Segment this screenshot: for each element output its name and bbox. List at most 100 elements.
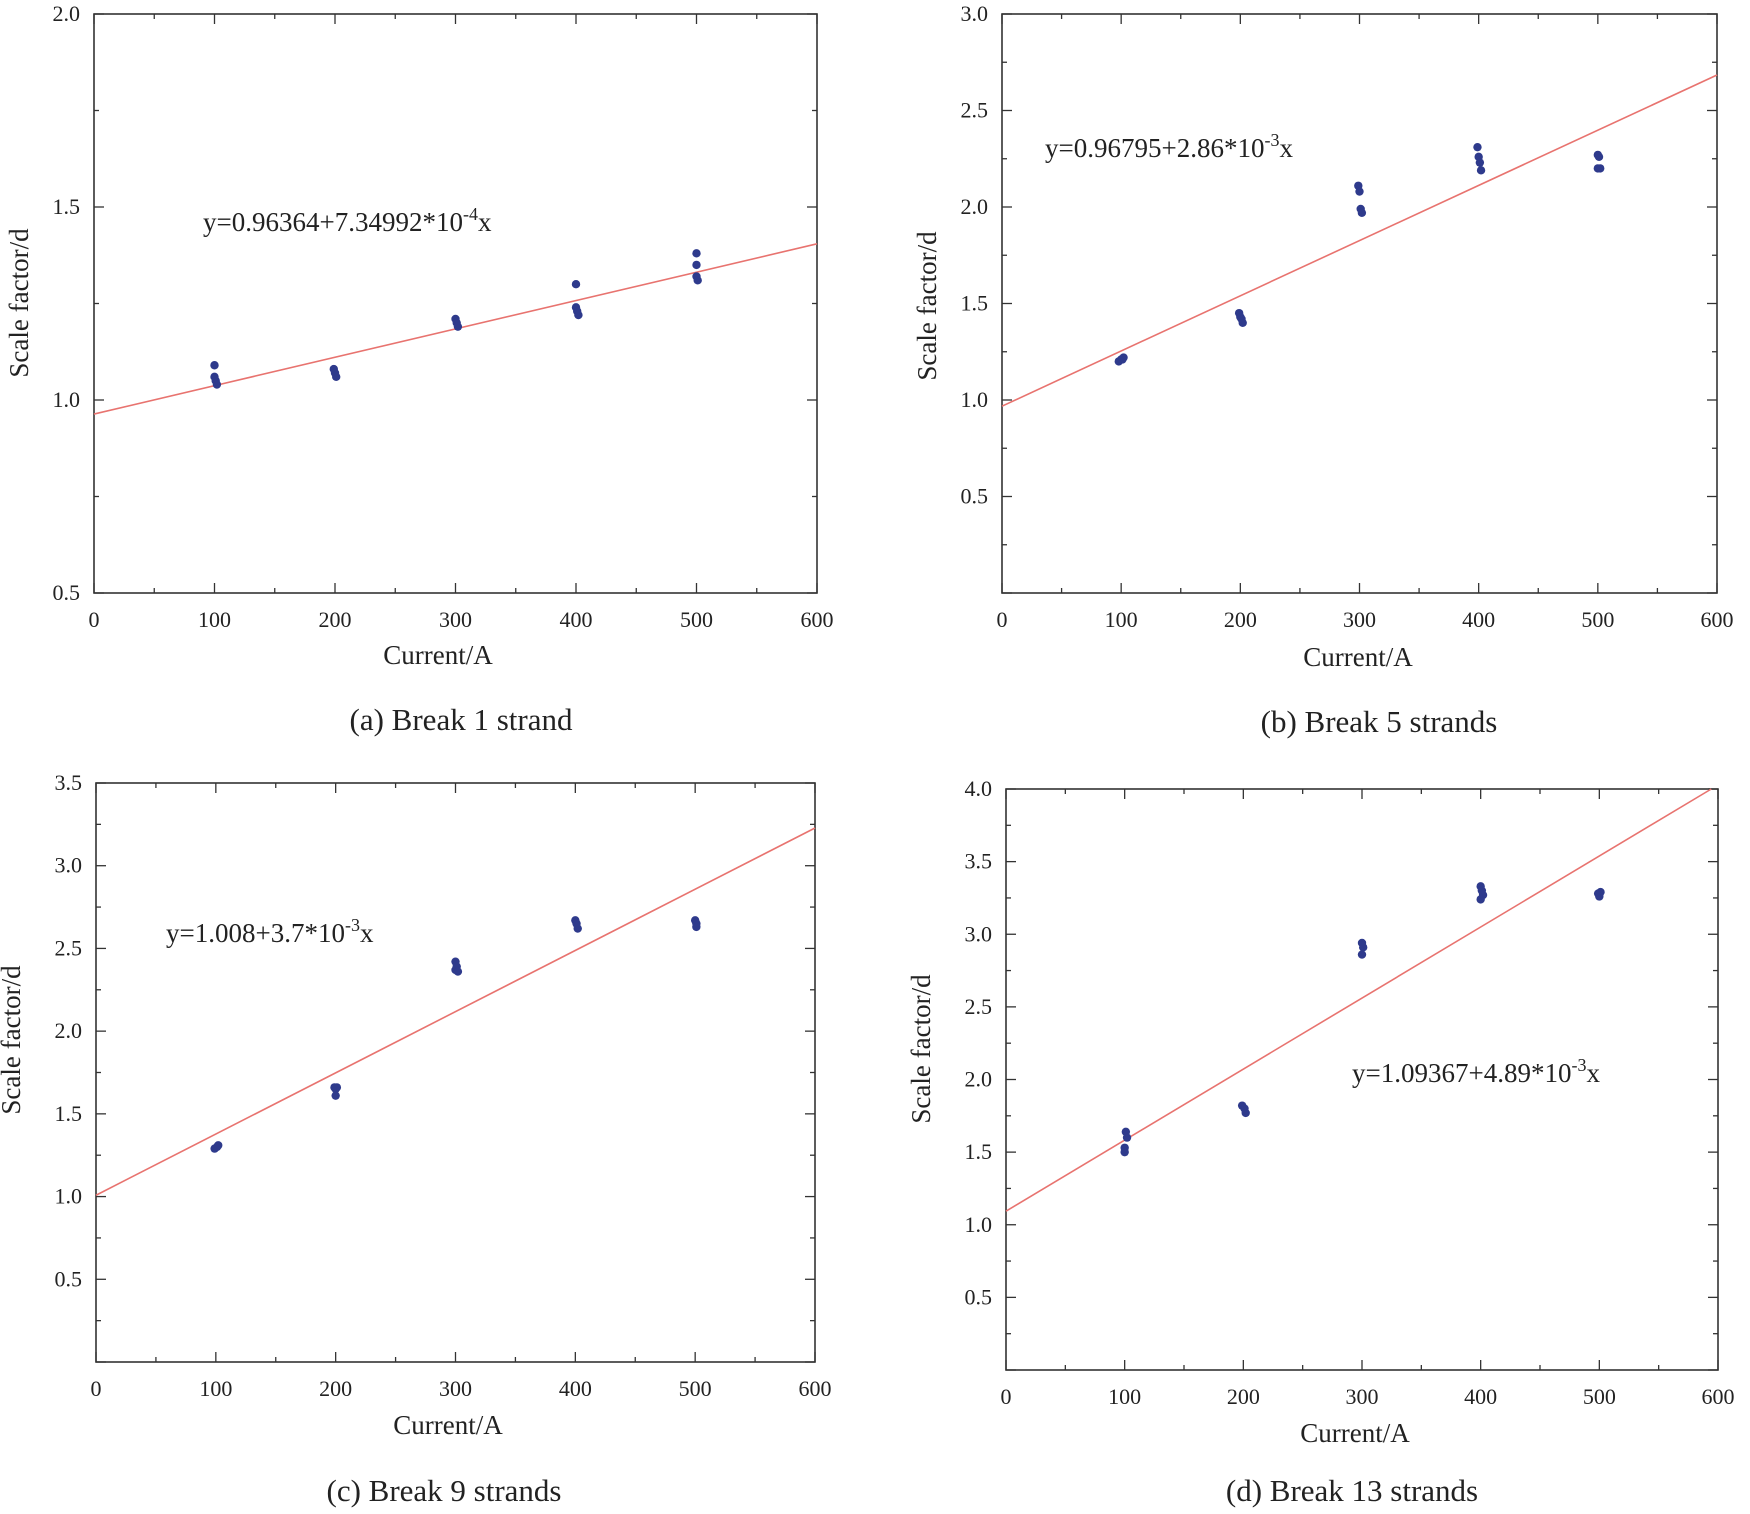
data-point — [1476, 166, 1486, 175]
data-point — [1120, 1147, 1129, 1157]
x-tick-label: 300 — [439, 607, 472, 632]
x-tick-label: 300 — [1343, 607, 1376, 632]
data-point — [1238, 318, 1247, 327]
x-tick-label: 300 — [439, 1376, 472, 1401]
y-tick-label: 1.0 — [961, 387, 989, 412]
plot-frame — [1001, 13, 1718, 594]
x-axis-label: Current/A — [383, 640, 493, 670]
x-tick-label: 400 — [559, 1376, 592, 1401]
fit-equation: y=0.96795+2.86*10-3x — [1045, 130, 1293, 163]
y-tick-label: 2.0 — [53, 1, 81, 26]
y-axis-label: Scale factor/d — [906, 974, 936, 1124]
x-tick-label: 500 — [1581, 607, 1614, 632]
data-point — [210, 361, 219, 370]
x-tick-label: 600 — [801, 607, 834, 632]
x-tick-label: 100 — [198, 607, 231, 632]
y-tick-label: 0.5 — [965, 1284, 993, 1309]
y-tick-label: 1.0 — [53, 387, 81, 412]
y-tick-label: 3.5 — [55, 770, 83, 795]
data-point — [1476, 895, 1485, 904]
chart-panel-3: 0 100 200 300 400 500 600 0.5 1.0 1.5 2.0 2.5 3.0 3.5… — [0, 770, 832, 1508]
x-tick-label: 0 — [89, 607, 100, 632]
y-tick-label: 1.5 — [961, 291, 989, 316]
data-point — [453, 967, 463, 976]
y-tick-label: 3.0 — [961, 1, 989, 26]
plot-frame — [93, 13, 818, 594]
y-tick-label: 4.0 — [965, 776, 993, 801]
data-point — [1358, 943, 1368, 952]
x-tick-label: 200 — [319, 607, 352, 632]
x-tick-label: 500 — [1583, 1384, 1616, 1409]
y-tick-label: 3.0 — [55, 853, 83, 878]
y-axis-label: Scale factor/d — [0, 965, 26, 1115]
x-tick-label: 0 — [1001, 1384, 1012, 1409]
x-axis-label: Current/A — [1300, 1418, 1410, 1448]
x-tick-label: 600 — [1701, 607, 1734, 632]
panel-caption: (c) Break 9 strands — [327, 1473, 562, 1508]
plot-frame — [95, 782, 816, 1363]
data-point — [1119, 353, 1128, 362]
data-point — [1357, 950, 1367, 959]
y-tick-label: 1.5 — [965, 1139, 993, 1164]
data-point — [332, 1083, 342, 1092]
data-point — [692, 922, 701, 932]
y-tick-label: 1.5 — [53, 194, 81, 219]
panel-caption: (a) Break 1 strand — [350, 702, 573, 737]
x-tick-label: 400 — [1464, 1384, 1497, 1409]
x-tick-label: 600 — [1702, 1384, 1735, 1409]
x-tick-label: 100 — [199, 1376, 232, 1401]
y-tick-label: 2.0 — [55, 1018, 83, 1043]
y-tick-label: 0.5 — [53, 580, 81, 605]
fit-equation: y=1.008+3.7*10-3x — [166, 915, 374, 948]
fit-line — [95, 827, 816, 1196]
x-tick-label: 500 — [680, 607, 713, 632]
data-point — [571, 280, 581, 289]
chart-panel-1: 0 100 200 300 400 500 600 0.5 1.0 1.5 2.0 Current/A… — [4, 1, 834, 737]
fit-line — [1001, 74, 1718, 407]
data-point — [692, 249, 701, 258]
data-point — [1355, 187, 1364, 196]
data-point — [1594, 152, 1604, 162]
panel-caption: (d) Break 13 strands — [1226, 1473, 1478, 1508]
y-tick-label: 2.0 — [965, 1067, 993, 1092]
data-point — [1357, 208, 1367, 217]
x-tick-label: 100 — [1105, 607, 1138, 632]
x-tick-label: 300 — [1346, 1384, 1379, 1409]
chart-panel-2: 0 100 200 300 400 500 600 0.5 1.0 1.5 2.0 2.5 3.0 Cur… — [912, 1, 1734, 739]
y-tick-label: 2.5 — [55, 935, 83, 960]
data-point — [1241, 1108, 1250, 1118]
data-point — [1595, 892, 1604, 901]
data-point — [214, 1141, 223, 1150]
data-point — [332, 372, 341, 382]
y-tick-label: 2.0 — [961, 194, 989, 219]
y-tick-label: 3.0 — [965, 921, 993, 946]
y-tick-label: 1.5 — [55, 1101, 83, 1126]
fit-equation: y=1.09367+4.89*10-3x — [1352, 1055, 1600, 1088]
y-tick-label: 1.0 — [965, 1212, 993, 1237]
x-tick-label: 200 — [1224, 607, 1257, 632]
data-point — [212, 380, 222, 389]
y-tick-label: 2.5 — [965, 994, 993, 1019]
x-tick-label: 400 — [1462, 607, 1495, 632]
y-axis-label: Scale factor/d — [4, 228, 34, 378]
y-tick-label: 3.5 — [965, 849, 993, 874]
x-tick-label: 0 — [997, 607, 1008, 632]
x-tick-label: 200 — [319, 1376, 352, 1401]
x-tick-label: 400 — [560, 607, 593, 632]
data-point — [1475, 158, 1485, 167]
data-point — [693, 276, 702, 285]
x-tick-label: 200 — [1227, 1384, 1260, 1409]
data-point — [1122, 1133, 1132, 1142]
data-point — [574, 310, 583, 320]
y-axis-label: Scale factor/d — [912, 231, 942, 381]
data-point — [692, 260, 701, 270]
x-tick-label: 600 — [799, 1376, 832, 1401]
data-point — [1473, 142, 1482, 152]
chart-panel-4: 0 100 200 300 400 500 600 0.5 1.0 1.5 2.0 2.5 3.0 3.5… — [906, 776, 1735, 1508]
x-tick-label: 500 — [679, 1376, 712, 1401]
x-tick-label: 0 — [91, 1376, 102, 1401]
data-point — [331, 1091, 340, 1100]
data-point — [453, 322, 463, 331]
x-axis-label: Current/A — [393, 1410, 503, 1440]
